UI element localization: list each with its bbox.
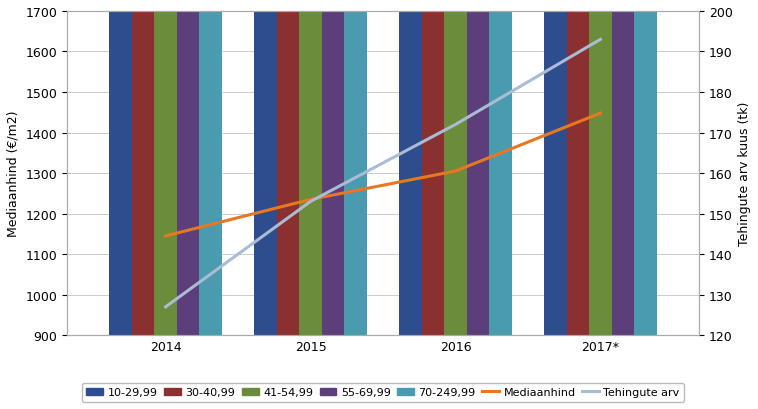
Y-axis label: Mediaanhind (€/m2): Mediaanhind (€/m2) <box>7 110 20 237</box>
Bar <box>322 0 344 335</box>
Bar <box>344 0 367 335</box>
Tehingute arv <box>306 200 315 204</box>
Bar <box>155 0 177 335</box>
Mediaanhind <box>306 198 315 202</box>
Y-axis label: Tehingute arv kuus (tk): Tehingute arv kuus (tk) <box>738 101 751 246</box>
Tehingute arv <box>451 123 460 128</box>
Bar <box>299 0 322 335</box>
Bar <box>544 0 567 335</box>
Bar <box>444 0 467 335</box>
Bar <box>489 0 512 335</box>
Mediaanhind <box>161 234 170 239</box>
Bar <box>421 0 444 335</box>
Bar <box>634 0 656 335</box>
Bar <box>589 0 612 335</box>
Tehingute arv <box>161 305 170 310</box>
Bar <box>254 0 277 335</box>
Bar <box>567 0 589 335</box>
Bar <box>132 0 155 335</box>
Tehingute arv <box>596 38 605 43</box>
Bar <box>399 0 421 335</box>
Bar <box>612 0 634 335</box>
Line: Tehingute arv: Tehingute arv <box>165 40 600 307</box>
Legend: 10-29,99, 30-40,99, 41-54,99, 55-69,99, 70-249,99, Mediaanhind, Tehingute arv: 10-29,99, 30-40,99, 41-54,99, 55-69,99, … <box>82 383 684 402</box>
Bar <box>199 0 222 335</box>
Mediaanhind <box>596 111 605 116</box>
Line: Mediaanhind: Mediaanhind <box>165 114 600 236</box>
Bar <box>467 0 489 335</box>
Bar <box>177 0 199 335</box>
Mediaanhind <box>451 169 460 174</box>
Bar <box>277 0 299 335</box>
Bar <box>109 0 132 335</box>
